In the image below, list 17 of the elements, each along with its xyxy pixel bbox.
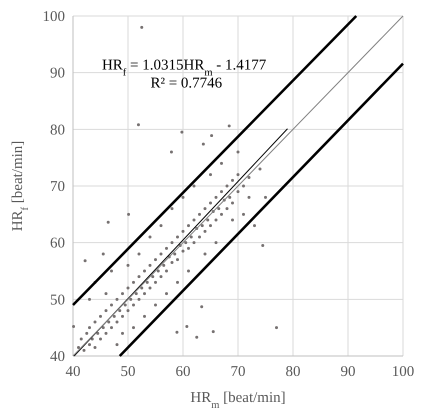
x-tick-label: 80	[286, 364, 300, 380]
y-tick-label: 60	[50, 236, 65, 252]
y-tick-label: 90	[50, 66, 65, 82]
y-tick-label: 80	[50, 122, 65, 138]
x-tick-label: 60	[176, 364, 190, 380]
annotation: HR$_{f}$ = 1.0315HR$_{m}$ - 1.4177	[102, 57, 267, 78]
y-tick-label: 40	[50, 349, 65, 365]
y-tick-label: 70	[50, 179, 65, 195]
x-tick-label: 50	[120, 364, 136, 380]
x-axis-title: HR$_{m}$ [beat/min]	[190, 390, 286, 410]
x-tick-label: 40	[66, 364, 80, 380]
x-tick-label: 100	[392, 364, 414, 380]
x-tick-label: 90	[340, 364, 356, 380]
annotation: R² = 0.7746	[150, 75, 223, 92]
x-tick-label: 70	[230, 364, 246, 380]
y-tick-label: 100	[42, 9, 65, 25]
y-tick-label: 50	[50, 292, 65, 308]
